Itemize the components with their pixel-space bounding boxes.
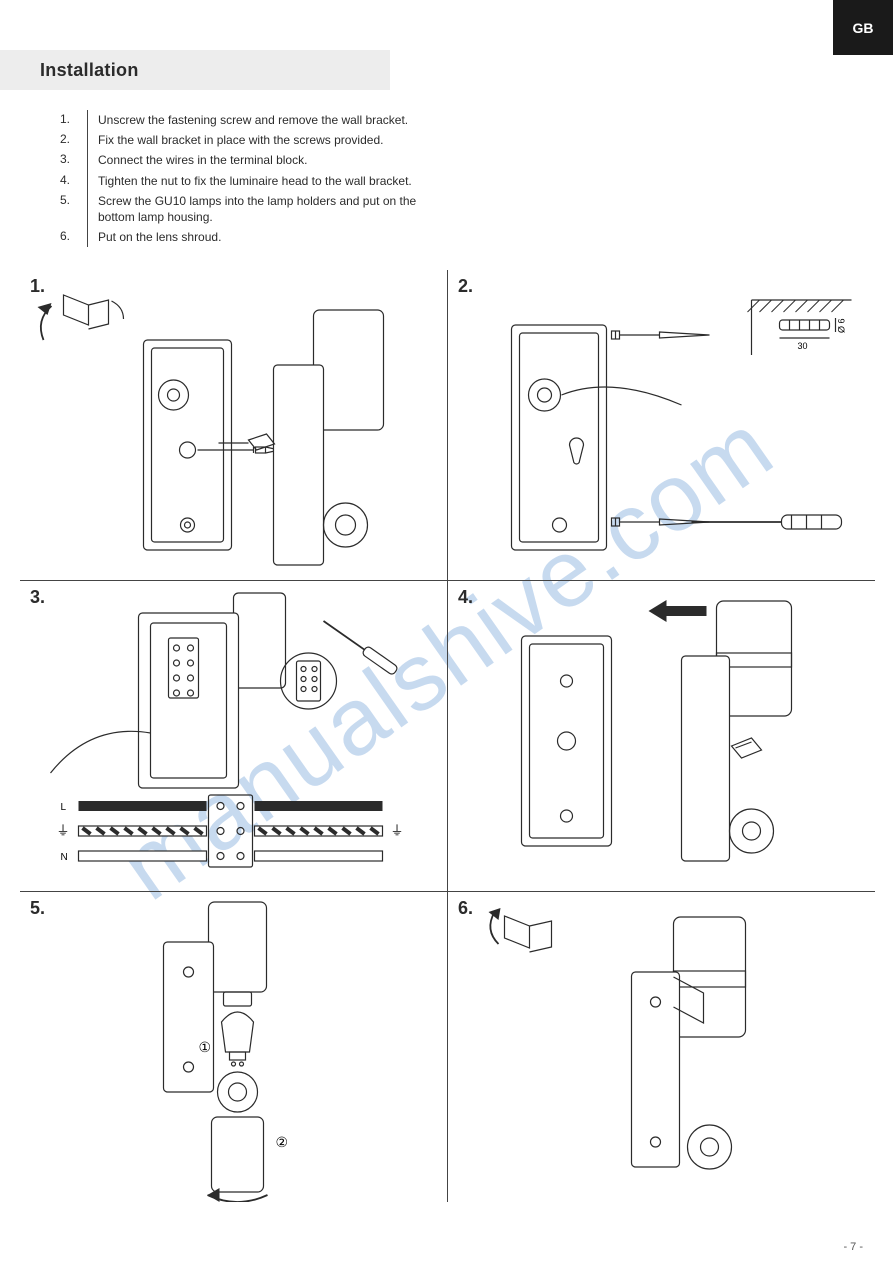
- diagram-cell-step6: 6.: [447, 892, 875, 1202]
- callout-one: ①: [199, 1039, 212, 1055]
- earth-symbol-left: ⏚: [57, 823, 70, 838]
- wire-label-N: N: [61, 852, 68, 863]
- intro-step: 4. Tighten the nut to fix the luminaire …: [60, 171, 440, 191]
- intro-step: 3. Connect the wires in the terminal blo…: [60, 150, 440, 170]
- intro-step: 1. Unscrew the fastening screw and remov…: [60, 110, 440, 130]
- diagram-cell-step3: 3.: [20, 581, 447, 891]
- intro-step-text: Tighten the nut to fix the luminaire hea…: [88, 171, 440, 191]
- section-title: Installation: [0, 50, 390, 90]
- diagram-step4: [448, 581, 875, 891]
- diagram-step3: L: [20, 581, 447, 891]
- earth-symbol-right: ⏚: [391, 823, 404, 838]
- intro-step-number: 6.: [60, 227, 88, 247]
- diagram-step5: ① ②: [20, 892, 447, 1202]
- intro-step-number: 2.: [60, 130, 88, 150]
- diagram-row: 5.: [20, 892, 875, 1202]
- diagram-step2: 30 Ø 6: [448, 270, 875, 580]
- intro-steps-list: 1. Unscrew the fastening screw and remov…: [60, 110, 440, 247]
- intro-step: 5. Screw the GU10 lamps into the lamp ho…: [60, 191, 440, 227]
- wire-label-L: L: [61, 802, 67, 813]
- page-number: - 7 -: [843, 1241, 863, 1253]
- intro-step-number: 4.: [60, 171, 88, 191]
- intro-step-number: 1.: [60, 110, 88, 130]
- dim-label: Ø 6: [837, 318, 847, 333]
- diagram-cell-step4: 4.: [447, 581, 875, 891]
- diagram-cell-step1: 1.: [20, 270, 447, 580]
- diagram-step1: [20, 270, 447, 580]
- intro-step-number: 5.: [60, 191, 88, 227]
- intro-step-text: Connect the wires in the terminal block.: [88, 150, 440, 170]
- intro-step-number: 3.: [60, 150, 88, 170]
- dim-label: 30: [798, 341, 808, 351]
- intro-step-text: Screw the GU10 lamps into the lamp holde…: [88, 191, 440, 227]
- intro-step-text: Unscrew the fastening screw and remove t…: [88, 110, 440, 130]
- intro-step: 6. Put on the lens shroud.: [60, 227, 440, 247]
- diagram-row: 3.: [20, 581, 875, 892]
- intro-step-text: Fix the wall bracket in place with the s…: [88, 130, 440, 150]
- diagram-row: 1.: [20, 270, 875, 581]
- installation-diagram-grid: 1.: [20, 270, 875, 1202]
- intro-step: 2. Fix the wall bracket in place with th…: [60, 130, 440, 150]
- callout-two: ②: [276, 1134, 289, 1150]
- page-language-tab: GB: [833, 0, 893, 55]
- diagram-cell-step2: 2.: [447, 270, 875, 580]
- diagram-cell-step5: 5.: [20, 892, 447, 1202]
- diagram-step6: [448, 892, 875, 1202]
- intro-step-text: Put on the lens shroud.: [88, 227, 440, 247]
